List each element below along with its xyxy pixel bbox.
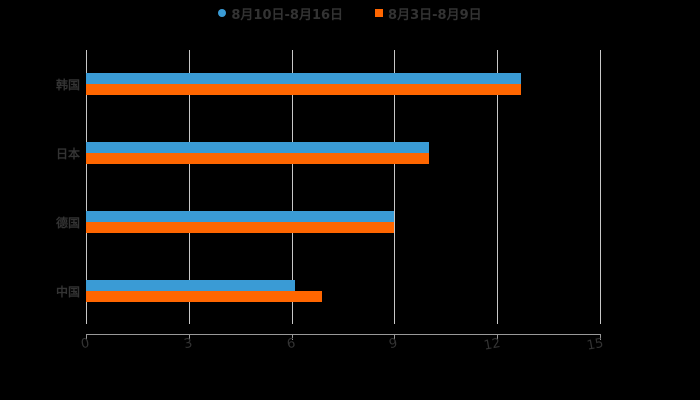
- x-axis-line: [86, 334, 601, 335]
- bar[interactable]: [86, 280, 295, 291]
- bar[interactable]: [86, 291, 322, 302]
- axis-tick: [600, 334, 601, 340]
- legend-item-week1[interactable]: 8月3日-8月9日: [375, 4, 482, 23]
- x-tick-label: 0: [79, 336, 91, 353]
- legend-item-week2[interactable]: 8月10日-8月16日: [218, 4, 343, 23]
- axis-tick: [394, 334, 395, 340]
- gridline: [292, 50, 293, 324]
- gridline: [394, 50, 395, 324]
- axis-tick: [292, 334, 293, 340]
- axis-tick: [497, 334, 498, 340]
- y-category-label: 中国: [55, 285, 80, 299]
- x-tick-label: 15: [585, 336, 605, 354]
- legend-label: 8月3日-8月9日: [388, 7, 482, 23]
- axis-tick: [86, 334, 87, 340]
- y-category-label: 德国: [55, 216, 80, 230]
- x-tick-label: 3: [182, 336, 194, 353]
- x-tick-label: 12: [482, 336, 502, 354]
- bar[interactable]: [86, 211, 394, 222]
- bar[interactable]: [86, 84, 521, 95]
- x-tick-label: 9: [387, 336, 399, 353]
- bar[interactable]: [86, 142, 429, 153]
- chart-legend: 8月10日-8月16日 8月3日-8月9日: [0, 4, 700, 23]
- legend-circle-icon: [218, 9, 227, 17]
- y-category-label: 韩国: [55, 78, 80, 92]
- gridline: [86, 50, 87, 324]
- axis-tick: [189, 334, 190, 340]
- gridline: [189, 50, 190, 324]
- y-category-label: 日本: [55, 147, 80, 161]
- legend-square-icon: [375, 9, 384, 17]
- gridline: [497, 50, 498, 324]
- bar[interactable]: [86, 73, 521, 84]
- legend-label: 8月10日-8月16日: [231, 7, 344, 23]
- gridline: [600, 50, 601, 324]
- x-tick-label: 6: [285, 336, 297, 353]
- bar[interactable]: [86, 153, 429, 164]
- bar[interactable]: [86, 222, 394, 233]
